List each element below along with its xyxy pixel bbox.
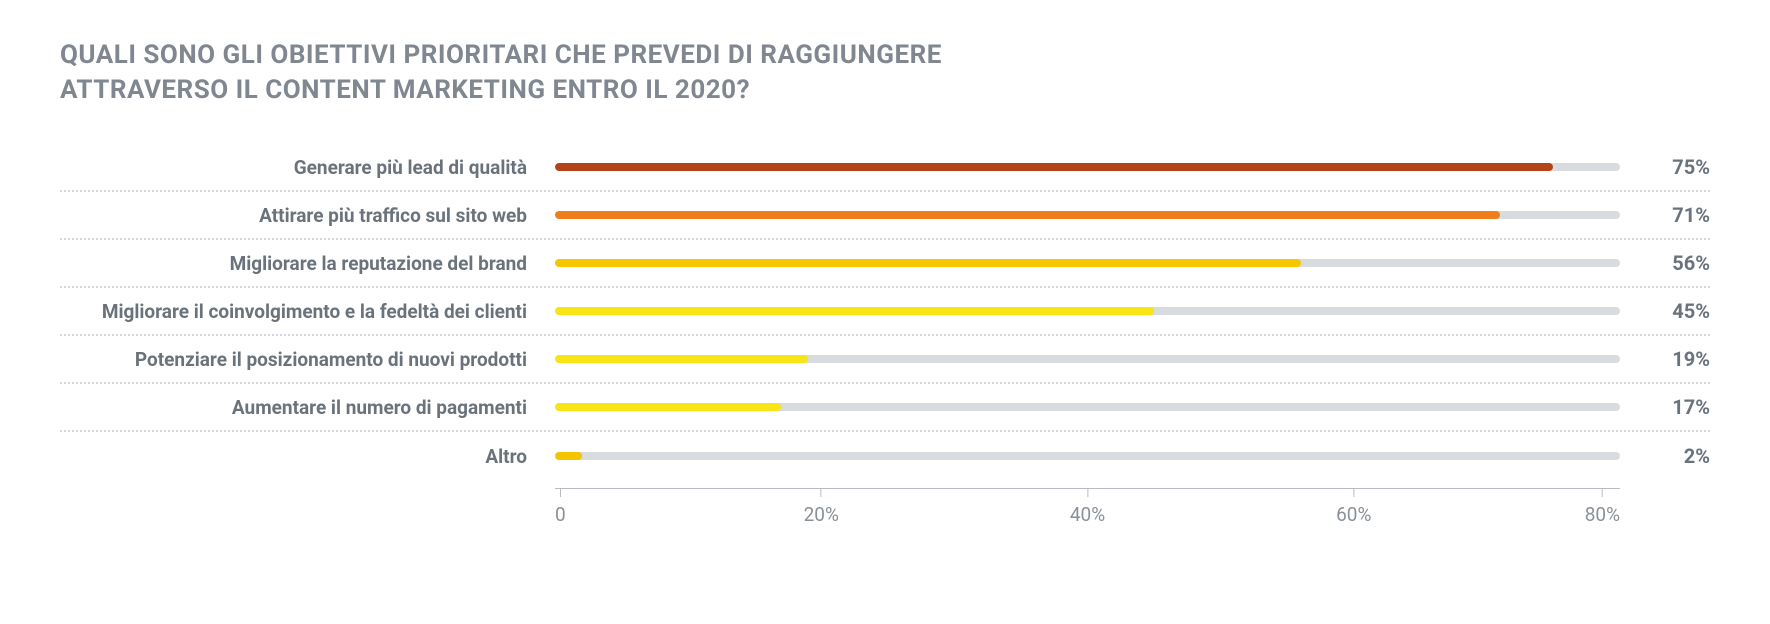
bar-fill	[555, 307, 1154, 315]
x-axis: 0 20% 40% 60% 80%	[555, 488, 1620, 528]
bar-row: Migliorare il coinvolgimento e la fedelt…	[60, 288, 1710, 336]
bar-track	[555, 211, 1620, 219]
bar-value: 45%	[1620, 299, 1710, 323]
bar-value: 56%	[1620, 251, 1710, 275]
x-axis-row: 0 20% 40% 60% 80%	[60, 488, 1710, 528]
bar-track	[555, 355, 1620, 363]
bar-fill	[555, 452, 582, 460]
bar-label: Potenziare il posizionamento di nuovi pr…	[60, 348, 555, 371]
axis-tick-label: 80%	[1585, 503, 1620, 526]
bar-fill	[555, 163, 1553, 171]
bar-value: 2%	[1620, 444, 1710, 468]
bar-track	[555, 259, 1620, 267]
bar-label: Attirare più traffico sul sito web	[60, 204, 555, 227]
bar-track	[555, 163, 1620, 171]
axis-tick-label: 20%	[804, 503, 839, 526]
bar-track	[555, 403, 1620, 411]
bar-row: Potenziare il posizionamento di nuovi pr…	[60, 336, 1710, 384]
bar-row: Altro 2%	[60, 432, 1710, 480]
axis-tick-label: 40%	[1070, 503, 1105, 526]
axis-tick: 20%	[804, 489, 839, 526]
axis-tick-label: 0	[555, 503, 566, 526]
bar-fill	[555, 355, 808, 363]
bar-fill	[555, 211, 1500, 219]
bar-row: Aumentare il numero di pagamenti 17%	[60, 384, 1710, 432]
bar-row: Attirare più traffico sul sito web 71%	[60, 192, 1710, 240]
bar-row: Migliorare la reputazione del brand 56%	[60, 240, 1710, 288]
bar-label: Aumentare il numero di pagamenti	[60, 396, 555, 419]
bar-value: 71%	[1620, 203, 1710, 227]
axis-tick: 60%	[1336, 489, 1371, 526]
bar-label: Migliorare la reputazione del brand	[60, 252, 555, 275]
axis-tick: 40%	[1070, 489, 1105, 526]
bar-fill	[555, 403, 781, 411]
bar-row: Generare più lead di qualità 75%	[60, 144, 1710, 192]
bar-track	[555, 307, 1620, 315]
bar-fill	[555, 259, 1301, 267]
bar-value: 17%	[1620, 395, 1710, 419]
axis-tick: 0	[555, 489, 566, 526]
chart-title-line1: QUALI SONO GLI OBIETTIVI PRIORITARI CHE …	[60, 40, 942, 70]
bar-label: Altro	[60, 445, 555, 468]
axis-tick: 80%	[1585, 489, 1620, 526]
bar-label: Generare più lead di qualità	[60, 156, 555, 179]
bar-label: Migliorare il coinvolgimento e la fedelt…	[60, 300, 555, 323]
chart-title-line2: ATTRAVERSO IL CONTENT MARKETING ENTRO IL…	[60, 75, 750, 105]
axis-tick-label: 60%	[1336, 503, 1371, 526]
chart-title: QUALI SONO GLI OBIETTIVI PRIORITARI CHE …	[60, 38, 1710, 108]
bar-value: 19%	[1620, 347, 1710, 371]
horizontal-bar-chart: Generare più lead di qualità 75% Attirare …	[60, 144, 1710, 528]
bar-value: 75%	[1620, 155, 1710, 179]
bar-track	[555, 452, 1620, 460]
